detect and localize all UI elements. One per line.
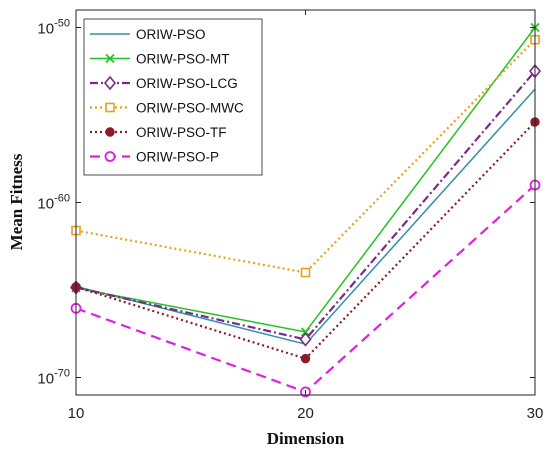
y-tick-label-3: 10-70 <box>37 368 70 388</box>
y-tick-label-2: 10-60 <box>37 193 70 213</box>
legend-item-6: ORIW-PSO-P <box>90 150 219 165</box>
legend-box <box>83 18 263 176</box>
legend-marker-5 <box>105 127 115 137</box>
legend-label-4: ORIW-PSO-MWC <box>136 101 244 116</box>
legend: ORIW-PSO ORIW-PSO-MT ORIW-PSO-LCG ORIW-PSO-… <box>83 18 263 176</box>
legend-marker-3 <box>103 75 117 91</box>
legend-item-1: ORIW-PSO <box>90 27 206 42</box>
legend-items: ORIW-PSO ORIW-PSO-MT ORIW-PSO-LCG ORIW-PSO-… <box>90 27 244 165</box>
series-4-point-2 <box>300 267 311 278</box>
x-axis-label: Dimension <box>267 429 345 448</box>
legend-item-2: ORIW-PSO-MT <box>90 52 230 67</box>
legend-marker-2-stroke-b <box>105 53 115 64</box>
legend-label-3: ORIW-PSO-LCG <box>136 76 238 91</box>
x-tick-label-1: 10 <box>68 405 85 422</box>
ticks-layer: 10 20 30 10-50 10-60 10-70 <box>37 10 543 422</box>
legend-item-4: ORIW-PSO-MWC <box>90 101 244 116</box>
y-axis-label: Mean Fitness <box>7 153 26 250</box>
legend-item-5: ORIW-PSO-TF <box>90 125 227 140</box>
legend-marker-6 <box>104 151 116 162</box>
legend-label-1: ORIW-PSO <box>136 27 206 42</box>
series-2-point-2-stroke-b <box>300 327 311 337</box>
legend-label-6: ORIW-PSO-P <box>136 150 219 165</box>
x-tick-label-3: 30 <box>527 405 544 422</box>
x-tick-label-2: 20 <box>297 405 314 422</box>
legend-marker-4 <box>105 102 115 113</box>
legend-marker-2 <box>105 53 115 64</box>
series-line-4 <box>75 38 536 274</box>
series-5-point-2 <box>300 353 311 364</box>
legend-label-2: ORIW-PSO-MT <box>136 52 230 67</box>
series-3-point-2 <box>299 332 312 347</box>
legend-label-5: ORIW-PSO-TF <box>136 125 227 140</box>
legend-item-3: ORIW-PSO-LCG <box>90 75 238 91</box>
y-tick-label-1: 10-50 <box>37 18 70 38</box>
